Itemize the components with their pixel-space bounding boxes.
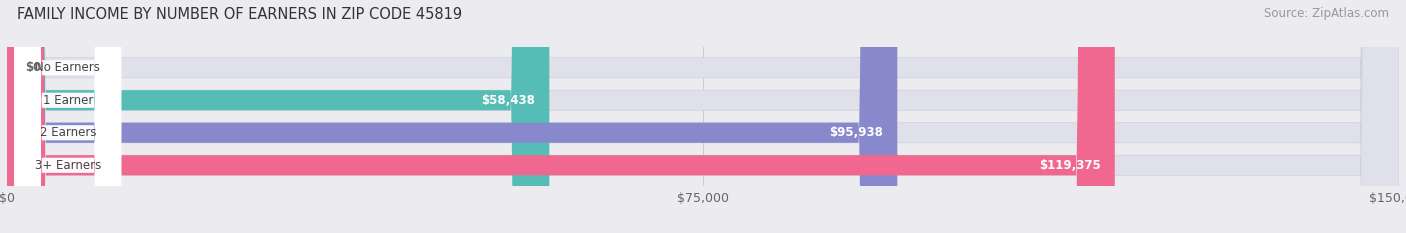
FancyBboxPatch shape xyxy=(7,0,1399,233)
FancyBboxPatch shape xyxy=(14,0,121,233)
Text: 1 Earner: 1 Earner xyxy=(42,94,93,107)
FancyBboxPatch shape xyxy=(7,0,1399,233)
Text: Source: ZipAtlas.com: Source: ZipAtlas.com xyxy=(1264,7,1389,20)
FancyBboxPatch shape xyxy=(14,0,121,233)
FancyBboxPatch shape xyxy=(7,0,897,233)
Text: 2 Earners: 2 Earners xyxy=(39,126,96,139)
Text: $119,375: $119,375 xyxy=(1039,159,1101,172)
FancyBboxPatch shape xyxy=(7,0,1115,233)
Text: $95,938: $95,938 xyxy=(830,126,883,139)
FancyBboxPatch shape xyxy=(14,0,121,233)
FancyBboxPatch shape xyxy=(14,0,121,233)
FancyBboxPatch shape xyxy=(7,0,1399,233)
Text: No Earners: No Earners xyxy=(35,61,100,74)
FancyBboxPatch shape xyxy=(7,0,550,233)
Text: $58,438: $58,438 xyxy=(481,94,536,107)
Text: 3+ Earners: 3+ Earners xyxy=(35,159,101,172)
Text: $0: $0 xyxy=(25,61,42,74)
FancyBboxPatch shape xyxy=(7,0,1399,233)
Text: FAMILY INCOME BY NUMBER OF EARNERS IN ZIP CODE 45819: FAMILY INCOME BY NUMBER OF EARNERS IN ZI… xyxy=(17,7,463,22)
